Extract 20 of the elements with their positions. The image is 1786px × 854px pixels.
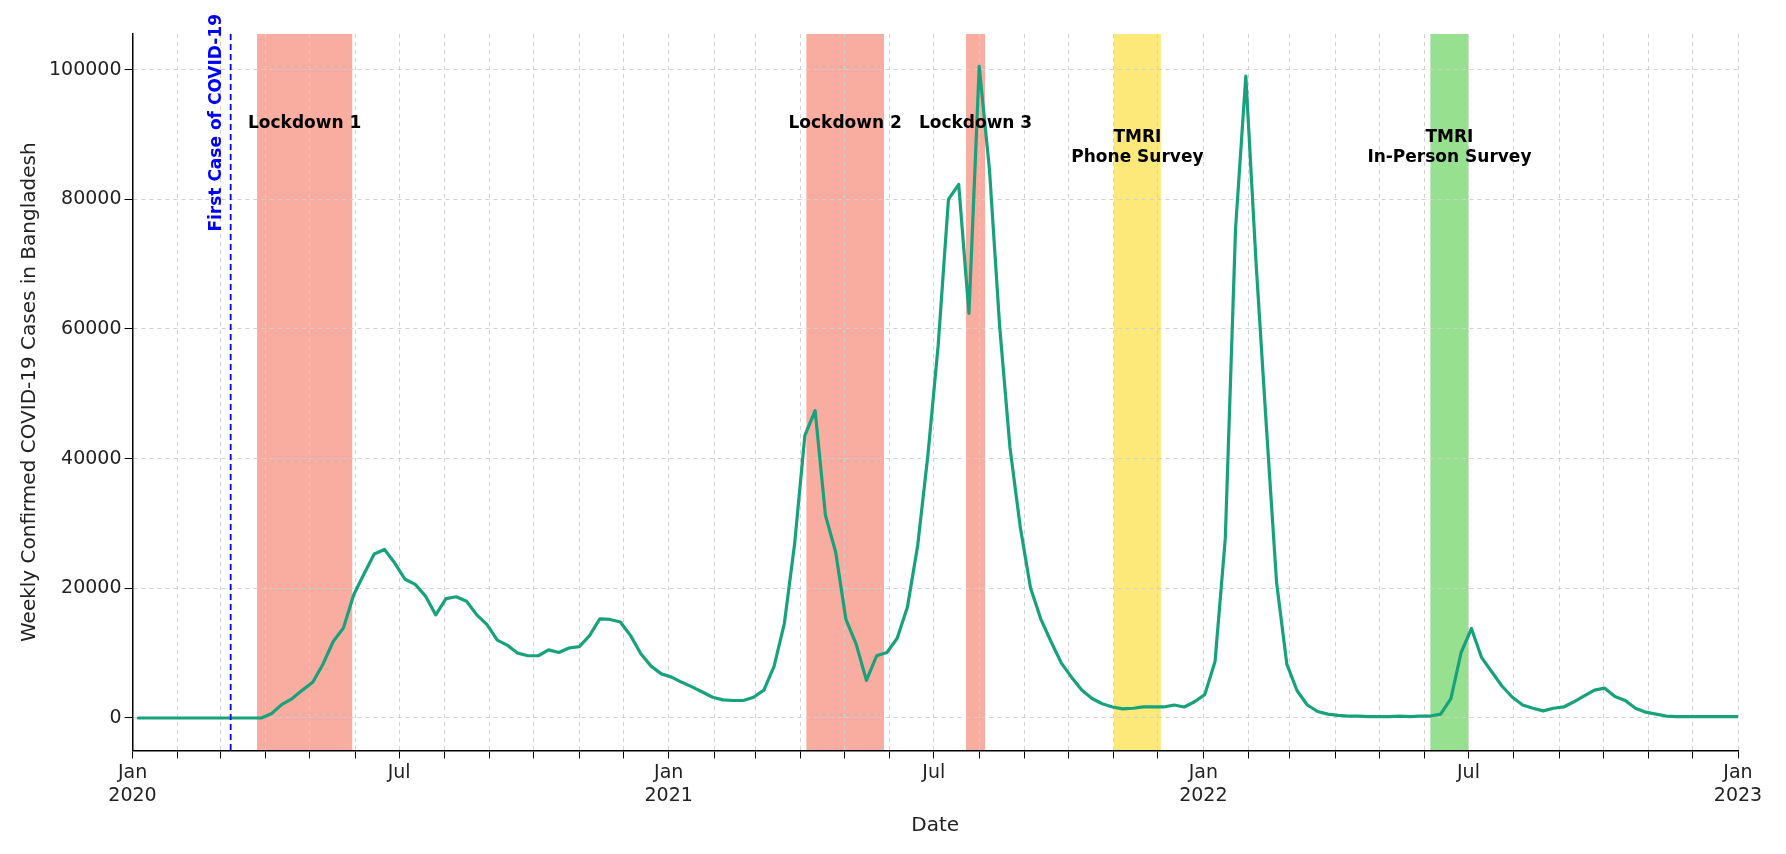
y-tick-label: 0	[109, 704, 122, 727]
y-tick-label: 20000	[61, 575, 122, 598]
y-axis-title: Weekly Confirmed COVID-19 Cases in Bangladesh	[16, 142, 41, 643]
x-tick-label: Jan 2020	[108, 759, 157, 805]
x-tick-label: Jan 2023	[1713, 759, 1763, 805]
y-tick-label: 80000	[61, 186, 122, 209]
band-label: Lockdown 2	[788, 112, 902, 132]
band-label: TMRI In-Person Survey	[1367, 126, 1532, 166]
x-tick-label: Jan 2021	[644, 759, 693, 805]
band-label: Lockdown 1	[247, 112, 362, 132]
x-tick-label: Jul	[386, 759, 411, 782]
ref-line-label: First Case of COVID-19	[204, 14, 225, 232]
band-label: TMRI Phone Survey	[1071, 126, 1204, 166]
x-tick-label: Jul	[1456, 759, 1480, 782]
y-tick-label: 40000	[61, 445, 122, 468]
y-tick-label: 60000	[61, 315, 122, 338]
x-tick-label: Jul	[921, 759, 946, 782]
x-axis-title: Date	[911, 812, 960, 837]
y-tick-label: 100000	[49, 56, 122, 79]
x-tick-label: Jan 2022	[1179, 759, 1228, 805]
